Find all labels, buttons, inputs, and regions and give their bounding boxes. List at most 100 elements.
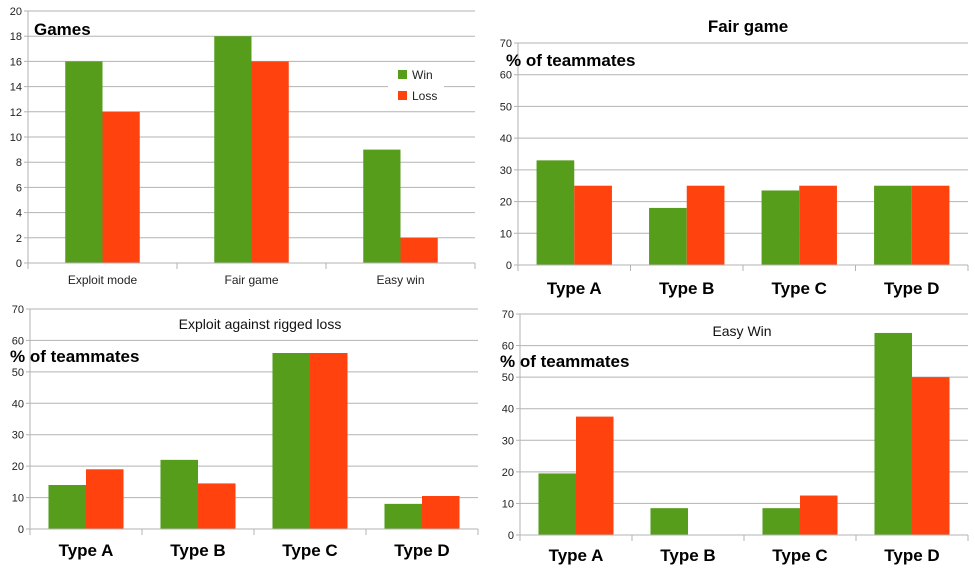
bar-win xyxy=(160,459,198,529)
y-tick-label: 70 xyxy=(12,304,24,316)
bar-loss xyxy=(310,353,348,529)
x-tick-label: Type A xyxy=(549,546,604,565)
y-tick-label: 12 xyxy=(10,107,22,119)
bar-loss xyxy=(912,377,950,535)
y-tick-label: 40 xyxy=(502,404,514,416)
y-axis-label: % of teammates xyxy=(500,352,629,371)
y-tick-label: 8 xyxy=(16,157,22,169)
y-tick-label: 0 xyxy=(506,260,512,272)
bar-win xyxy=(65,61,103,264)
bar-win xyxy=(48,485,86,529)
bar-win xyxy=(761,190,800,265)
bar-loss xyxy=(422,496,460,529)
chart-title: Fair game xyxy=(708,17,788,36)
chart-title: Exploit against rigged loss xyxy=(179,316,342,332)
legend: Win Loss xyxy=(388,62,444,110)
y-tick-label: 2 xyxy=(16,233,22,245)
y-axis: 0 10 20 30 40 50 60 70 xyxy=(12,304,31,536)
bars xyxy=(538,332,950,535)
y-tick-label: 20 xyxy=(10,6,22,18)
y-tick-label: 10 xyxy=(10,132,22,144)
x-tick-label: Type D xyxy=(884,546,939,565)
y-tick-label: 20 xyxy=(500,197,512,209)
bar-win xyxy=(538,473,576,535)
y-axis-label: % of teammates xyxy=(506,51,635,70)
x-tick-label: Type C xyxy=(772,279,827,298)
bar-loss xyxy=(251,61,289,264)
chart-fair-game: 0 10 20 30 40 50 60 70 Type A Type B Type C Type D… xyxy=(500,17,969,298)
x-tick-label: Type A xyxy=(59,541,114,560)
x-axis: Type A Type B Type C Type D xyxy=(517,264,969,298)
y-tick-label: 50 xyxy=(12,367,24,379)
bar-loss xyxy=(198,483,236,529)
y-tick-label: 10 xyxy=(500,228,512,240)
x-axis: Exploit mode Fair game Easy win xyxy=(27,262,476,287)
chart-title: Easy Win xyxy=(712,323,771,339)
legend-box xyxy=(388,62,444,110)
y-tick-label: 18 xyxy=(10,31,22,43)
bar-loss xyxy=(576,416,614,535)
bar-loss xyxy=(911,185,950,265)
gridlines xyxy=(30,308,478,530)
legend-loss-swatch xyxy=(398,91,407,100)
y-tick-label: 40 xyxy=(500,133,512,145)
y-tick-label: 0 xyxy=(18,524,24,536)
bars xyxy=(65,36,438,264)
x-axis: Type A Type B Type C Type D xyxy=(29,528,479,560)
bar-loss xyxy=(400,237,438,263)
x-tick-label: Type C xyxy=(282,541,337,560)
y-tick-label: 60 xyxy=(502,341,514,353)
bar-win xyxy=(874,332,912,535)
x-tick-label: Fair game xyxy=(224,273,278,287)
bar-win xyxy=(384,503,422,529)
x-tick-label: Type A xyxy=(547,279,602,298)
y-tick-label: 14 xyxy=(10,82,22,94)
y-tick-label: 0 xyxy=(16,258,22,270)
bar-loss xyxy=(800,495,838,535)
y-tick-label: 70 xyxy=(502,309,514,321)
y-tick-label: 30 xyxy=(12,430,24,442)
y-tick-label: 30 xyxy=(502,435,514,447)
bar-win xyxy=(874,185,912,265)
bar-win xyxy=(649,207,687,265)
y-tick-label: 4 xyxy=(16,208,22,220)
x-axis: Type A Type B Type C Type D xyxy=(519,534,969,565)
chart-exploit-against-rigged-loss: 0 10 20 30 40 50 60 70 Type A Type B Type C Type D… xyxy=(10,304,479,560)
x-tick-label: Type B xyxy=(659,279,714,298)
bar-win xyxy=(762,508,800,535)
y-tick-label: 10 xyxy=(502,498,514,510)
y-tick-label: 0 xyxy=(508,530,514,542)
bar-win xyxy=(536,160,575,265)
x-tick-label: Type D xyxy=(884,279,939,298)
chart-title: Games xyxy=(34,20,91,39)
y-tick-label: 50 xyxy=(500,101,512,113)
y-axis: 0 10 20 30 40 50 60 70 xyxy=(500,38,519,272)
x-tick-label: Exploit mode xyxy=(68,273,138,287)
bars xyxy=(48,353,460,529)
y-tick-label: 60 xyxy=(12,335,24,347)
legend-win-swatch xyxy=(398,70,407,79)
bar-loss xyxy=(574,185,612,265)
y-tick-label: 10 xyxy=(12,493,24,505)
y-tick-label: 70 xyxy=(500,38,512,50)
chart-easy-win: 0 10 20 30 40 50 60 70 Type A Type B Type C Type D… xyxy=(500,309,969,565)
bar-loss xyxy=(86,469,124,529)
x-tick-label: Type B xyxy=(660,546,715,565)
bar-loss xyxy=(686,185,725,265)
y-axis: 0 2 4 6 8 10 12 14 16 18 20 xyxy=(10,6,29,270)
y-tick-label: 16 xyxy=(10,56,22,68)
x-tick-label: Easy win xyxy=(376,273,424,287)
y-tick-label: 40 xyxy=(12,398,24,410)
x-tick-label: Type C xyxy=(772,546,827,565)
bar-win xyxy=(650,508,688,535)
bar-win xyxy=(272,353,310,529)
y-axis: 0 10 20 30 40 50 60 70 xyxy=(502,309,521,542)
legend-loss-label: Loss xyxy=(412,89,437,103)
bar-loss xyxy=(799,185,837,265)
y-tick-label: 20 xyxy=(502,467,514,479)
bar-loss xyxy=(102,111,140,263)
y-tick-label: 30 xyxy=(500,165,512,177)
x-tick-label: Type B xyxy=(170,541,225,560)
y-axis-label: % of teammates xyxy=(10,347,139,366)
x-tick-label: Type D xyxy=(394,541,449,560)
